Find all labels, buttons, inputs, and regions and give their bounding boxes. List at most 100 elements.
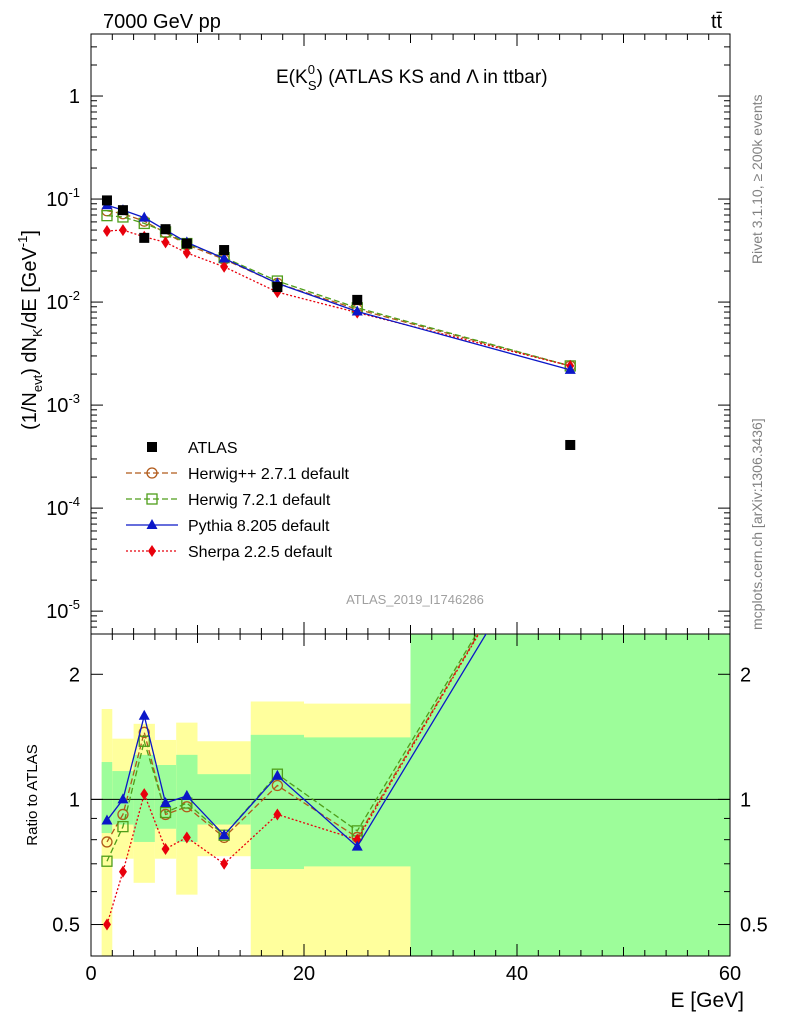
main-point-atlas [565,439,576,450]
ratio-y-tick-label-left: 1 [69,789,80,811]
legend-label-sherpa: Sherpa 2.2.5 default [188,544,333,561]
legend-marker-atlas [147,442,157,452]
ratio-point-pythia [138,709,150,720]
title-suffix: ) (ATLAS KS and Λ in ttbar) [317,67,548,88]
title-prefix: E(K [276,67,308,88]
ratio-point-sherpa [220,857,229,870]
main-series-line-herwigpp [106,210,571,367]
ratio-point-pythia [160,797,172,808]
ratio-y-tick-label-left: 0.5 [52,915,80,937]
main-y-tick-label: 10-3 [46,391,80,417]
main-y-tick-label: 10-4 [46,494,80,520]
legend: ATLAS Herwig++ 2.7.1 default Herwig 7.2.1 … [126,440,350,561]
main-point-pythia [218,252,230,263]
ratio-axis-ticks: 0 20 40 60 0.5 0.5 1 1 2 2 [52,634,768,985]
main-series-sherpa [102,224,575,372]
ratio-point-sherpa [140,788,149,801]
ratio-x-tick-label: 60 [719,963,741,985]
main-point-sherpa [182,246,191,259]
main-point-sherpa [102,224,111,237]
ratio-point-sherpa [102,918,111,931]
main-point-atlas [219,245,230,256]
main-point-pythia [564,363,576,374]
ratio-series-clipped [101,634,487,931]
ratio-point-sherpa [161,842,170,855]
main-point-atlas [160,224,171,235]
legend-marker-pythia [146,519,158,529]
main-point-pythia [138,211,150,222]
main-point-herwig7 [101,210,113,222]
main-y-axis-label: (1/Nevt) dNK/dE [GeV-1] [15,230,45,430]
main-point-atlas [181,238,192,249]
ratio-point-sherpa [182,831,191,844]
ratio-point-pythia [181,789,193,800]
legend-entry-atlas: ATLAS [147,440,238,457]
plot-title: E(K0 S) (ATLAS KS and Λ in ttbar) [276,62,548,93]
title-superscript: 0 [308,62,315,77]
main-point-atlas [101,195,112,206]
ratio-point-herwig7 [159,806,172,819]
main-y-tick-label-base: 10 [46,189,68,211]
main-y-tick-label-base: 10 [46,292,68,314]
ratio-band-green-8 [410,634,730,956]
ratio-point-sherpa [118,865,127,878]
main-y-tick-label-exp: -2 [68,288,80,303]
main-y-tick-label-base: 10 [46,498,68,520]
main-point-atlas [117,205,128,216]
main-series-atlas [101,195,576,450]
ratio-point-pythia [271,769,283,780]
main-point-pythia [351,305,363,316]
ratio-y-tick-label-left: 2 [69,664,80,686]
ratio-y-axis-label: Ratio to ATLAS [24,744,41,845]
ratio-x-tick-label: 0 [85,963,96,985]
main-y-tick-label-exp: -1 [68,185,80,200]
legend-label-atlas: ATLAS [188,440,238,457]
x-axis-label: E [GeV] [670,989,744,1012]
rivet-version-label: Rivet 3.1.10, ≥ 200k events [749,94,765,264]
main-point-atlas [352,294,363,305]
ratio-x-tick-label: 20 [293,963,315,985]
ratio-series-line-herwigpp [106,634,479,843]
ratio-point-sherpa [273,808,282,821]
main-series-layer [101,195,576,450]
main-series-pythia [101,199,576,374]
legend-marker-sherpa [148,545,156,557]
ratio-point-herwigpp [101,836,113,848]
main-plot-frame [90,33,731,635]
ratio-series-herwig7 [101,634,478,867]
title-subscript: S [308,78,317,93]
main-y-tick-label: 1 [69,86,80,108]
main-y-tick-label-base: 10 [46,395,68,417]
ratio-y-tick-label-right: 2 [740,664,751,686]
ratio-point-pythia [351,840,363,851]
main-series-line-herwig7 [106,215,571,367]
ratio-point-herwigpp [271,779,284,792]
ratio-point-herwig7 [117,820,129,833]
main-point-sherpa [161,236,170,249]
main-point-atlas [272,282,283,293]
legend-entry-sherpa: Sherpa 2.2.5 default [126,544,333,561]
main-series-herwigpp [101,205,576,372]
legend-marker-herwigpp [146,467,158,479]
legend-entry-pythia: Pythia 8.205 default [126,518,330,535]
ratio-band-green-6 [250,734,304,870]
mcplots-label: mcplots.cern.ch [arXiv:1306.3436] [749,418,765,630]
ratio-point-pythia [101,814,113,825]
main-series-line-pythia [106,204,571,371]
ratio-point-herwigpp [138,726,150,738]
main-axis-ticks: 110-110-210-310-410-5 [46,33,731,635]
main-y-tick-label: 10-2 [46,288,80,314]
main-point-sherpa [220,260,229,273]
main-y-tick-label: 10-5 [46,597,80,623]
analysis-label: ATLAS_2019_I1746286 [346,592,484,607]
ratio-band-green-0 [101,762,113,834]
ratio-series-sherpa [102,634,480,931]
ratio-point-pythia [218,829,230,840]
ratio-series-line-herwig7 [106,634,478,862]
ratio-point-herwig7 [101,855,113,867]
legend-label-herwigpp: Herwig++ 2.7.1 default [188,466,350,483]
legend-entry-herwig7: Herwig 7.2.1 default [126,492,331,509]
ratio-point-herwigpp [117,808,129,821]
legend-label-herwig7: Herwig 7.2.1 default [188,492,331,509]
